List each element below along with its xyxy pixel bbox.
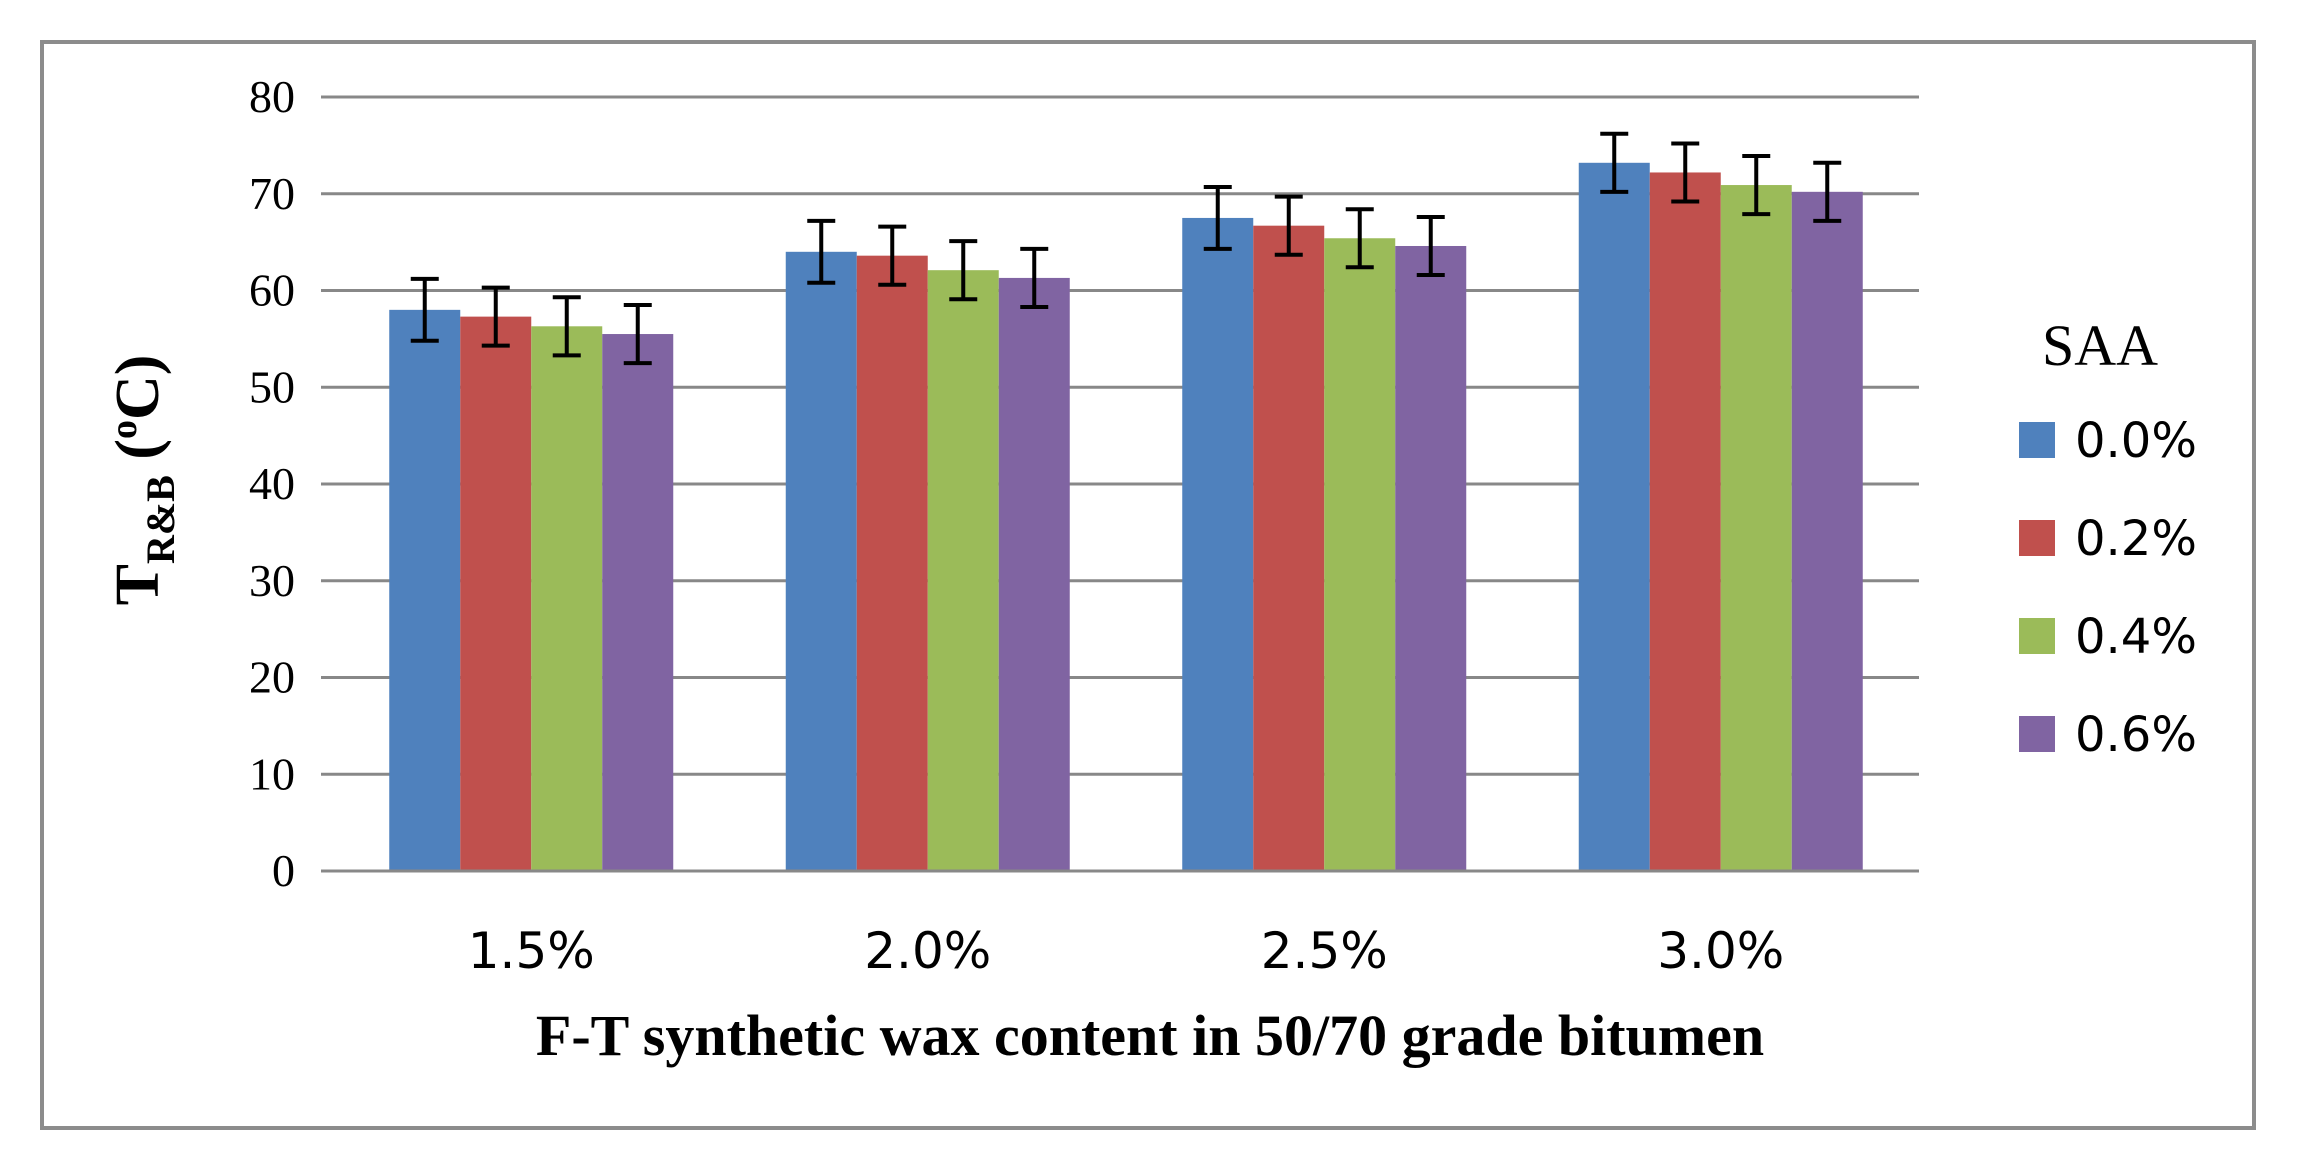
- legend-item-0.2%: 0.2%: [2019, 511, 2197, 567]
- error-bar-3.0%-saa-0.4%: [1742, 154, 1771, 217]
- y-axis-title-superscript: o: [103, 420, 145, 439]
- error-bar-3.0%-saa-0.6%: [1813, 160, 1842, 223]
- error-bar-1.5%-saa-0.0%: [410, 276, 439, 343]
- x-tick-label: 2.5%: [1261, 922, 1388, 980]
- error-bar-2.0%-saa-0.2%: [878, 224, 907, 287]
- bar-1.5%-saa-0.4%: [531, 326, 603, 871]
- bar-3.0%-saa-0.0%: [1578, 162, 1650, 872]
- legend-label: 0.0%: [2075, 413, 2197, 469]
- x-tick-label: 2.0%: [864, 922, 991, 980]
- bar-2.5%-saa-0.0%: [1182, 217, 1254, 871]
- x-axis-ticks: 1.5% 2.0% 2.5% 3.0%: [468, 922, 1785, 980]
- bar-1.5%-saa-0.2%: [460, 316, 532, 871]
- error-bar-2.5%-saa-0.4%: [1345, 207, 1374, 270]
- y-tick-label: 70: [249, 168, 295, 219]
- x-tick-label: 3.0%: [1657, 922, 1784, 980]
- bar-2.0%-saa-0.6%: [998, 277, 1070, 871]
- error-bar-3.0%-saa-0.2%: [1671, 141, 1700, 204]
- legend-label: 0.2%: [2075, 511, 2197, 567]
- y-axis-title-unit: C): [104, 355, 172, 420]
- legend-label: 0.6%: [2075, 707, 2197, 763]
- y-tick-label: 0: [272, 845, 295, 896]
- y-tick-label: 40: [249, 458, 295, 509]
- error-bar-1.5%-saa-0.2%: [481, 285, 510, 348]
- error-bars: [410, 131, 1842, 366]
- bar-3.0%-saa-0.4%: [1720, 185, 1792, 872]
- x-tick-label: 1.5%: [468, 922, 595, 980]
- bar-1.5%-saa-0.6%: [602, 334, 674, 872]
- legend-item-0.4%: 0.4%: [2019, 609, 2197, 665]
- y-tick-label: 20: [249, 652, 295, 703]
- legend-swatch: [2019, 520, 2055, 556]
- bar-1.5%-saa-0.0%: [389, 309, 461, 872]
- bar-2.5%-saa-0.2%: [1253, 225, 1325, 872]
- bar-3.0%-saa-0.6%: [1791, 191, 1863, 871]
- y-tick-label: 30: [249, 555, 295, 606]
- error-bar-2.0%-saa-0.4%: [949, 239, 978, 302]
- y-axis-title-main: T: [104, 564, 172, 605]
- bar-2.0%-saa-0.0%: [785, 251, 857, 872]
- legend-title: SAA: [2042, 313, 2158, 378]
- bar-2.0%-saa-0.2%: [856, 255, 928, 872]
- y-tick-label: 80: [249, 71, 295, 122]
- y-axis-ticks: 0 10 20 30 40 50 60 70 80: [249, 71, 333, 896]
- legend: SAA 0.0% 0.2% 0.4% 0.6%: [2019, 313, 2197, 763]
- legend-item-0.6%: 0.6%: [2019, 707, 2197, 763]
- error-bar-2.0%-saa-0.6%: [1020, 246, 1049, 309]
- y-axis-title-paren: (: [104, 439, 172, 475]
- legend-swatch: [2019, 422, 2055, 458]
- error-bar-2.5%-saa-0.0%: [1203, 184, 1232, 251]
- bar-2.0%-saa-0.4%: [927, 270, 999, 871]
- error-bar-2.0%-saa-0.0%: [807, 218, 836, 285]
- y-axis-title: TR&B (oC): [103, 355, 183, 606]
- error-bar-3.0%-saa-0.0%: [1600, 131, 1629, 194]
- bar-2.5%-saa-0.6%: [1395, 245, 1467, 871]
- bars: [389, 162, 1863, 872]
- bar-2.5%-saa-0.4%: [1324, 238, 1396, 871]
- y-tick-label: 50: [249, 361, 295, 412]
- legend-item-0.0%: 0.0%: [2019, 413, 2197, 469]
- legend-swatch: [2019, 618, 2055, 654]
- error-bar-1.5%-saa-0.6%: [623, 303, 652, 366]
- y-tick-label: 10: [249, 748, 295, 799]
- bar-3.0%-saa-0.2%: [1649, 172, 1721, 872]
- legend-swatch: [2019, 716, 2055, 752]
- error-bar-2.5%-saa-0.2%: [1274, 194, 1303, 257]
- y-tick-label: 60: [249, 265, 295, 316]
- x-axis-title: F-T synthetic wax content in 50/70 grade…: [536, 1003, 1764, 1068]
- legend-label: 0.4%: [2075, 609, 2197, 665]
- error-bar-1.5%-saa-0.4%: [552, 295, 581, 358]
- legend-items: 0.0% 0.2% 0.4% 0.6%: [2019, 413, 2197, 763]
- y-axis-title-subscript: R&B: [138, 475, 183, 564]
- error-bar-2.5%-saa-0.6%: [1416, 214, 1445, 278]
